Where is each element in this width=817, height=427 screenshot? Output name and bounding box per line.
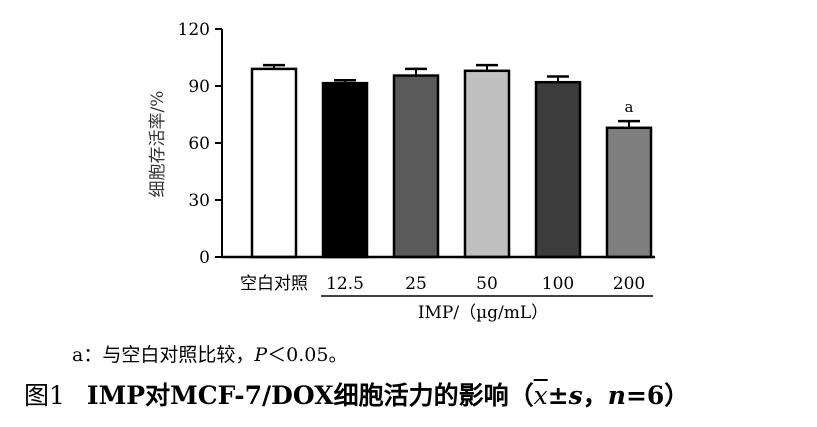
x-axis-label: IMP/（µg/mL） xyxy=(418,303,548,323)
caption-text: IMP对MCF-7/DOX细胞活力的影响（ xyxy=(86,381,534,410)
y-tick-label: 60 xyxy=(188,134,210,154)
bar xyxy=(463,69,511,259)
bars: a xyxy=(250,63,653,259)
x-tick-label: 50 xyxy=(476,274,498,294)
caption-pm: ± xyxy=(547,381,569,410)
caption-s: s xyxy=(568,381,583,410)
footnote-p: P xyxy=(254,344,268,366)
footnote: a：与空白对照比较，P＜0.05。 xyxy=(72,340,347,367)
y-tick-label: 90 xyxy=(188,77,210,97)
x-axis: 空白对照 12.5 25 50 100 200 xyxy=(222,255,655,297)
caption-comma: ， xyxy=(582,381,608,410)
bar xyxy=(321,81,369,259)
caption-eq: =6） xyxy=(625,381,690,410)
x-tick-label: 200 xyxy=(613,274,645,294)
caption-n: n xyxy=(607,381,626,410)
bar xyxy=(392,74,440,259)
y-tick-label: 120 xyxy=(178,20,210,40)
figure-caption: 图1 IMP对MCF-7/DOX细胞活力的影响（x±s，n=6） xyxy=(18,376,689,412)
x-tick-label: 25 xyxy=(405,274,427,294)
x-tick-label: 空白对照 xyxy=(240,274,308,294)
caption-xbar: x xyxy=(533,381,548,410)
footnote-prefix: a：与空白对照比较， xyxy=(72,344,255,366)
figure-number: 图1 xyxy=(24,381,65,410)
y-axis-label: 细胞存活率/% xyxy=(148,91,168,198)
bar xyxy=(250,67,298,259)
x-tick-label: 12.5 xyxy=(326,274,364,294)
bar xyxy=(605,126,653,259)
y-axis: 0 30 60 90 120 xyxy=(178,20,223,268)
y-tick-label: 0 xyxy=(199,248,210,268)
x-tick-label: 100 xyxy=(542,274,574,294)
y-tick-label: 30 xyxy=(188,191,210,211)
footnote-suffix: ＜0.05。 xyxy=(267,344,348,366)
significance-label: a xyxy=(625,98,634,116)
bar xyxy=(534,80,582,259)
